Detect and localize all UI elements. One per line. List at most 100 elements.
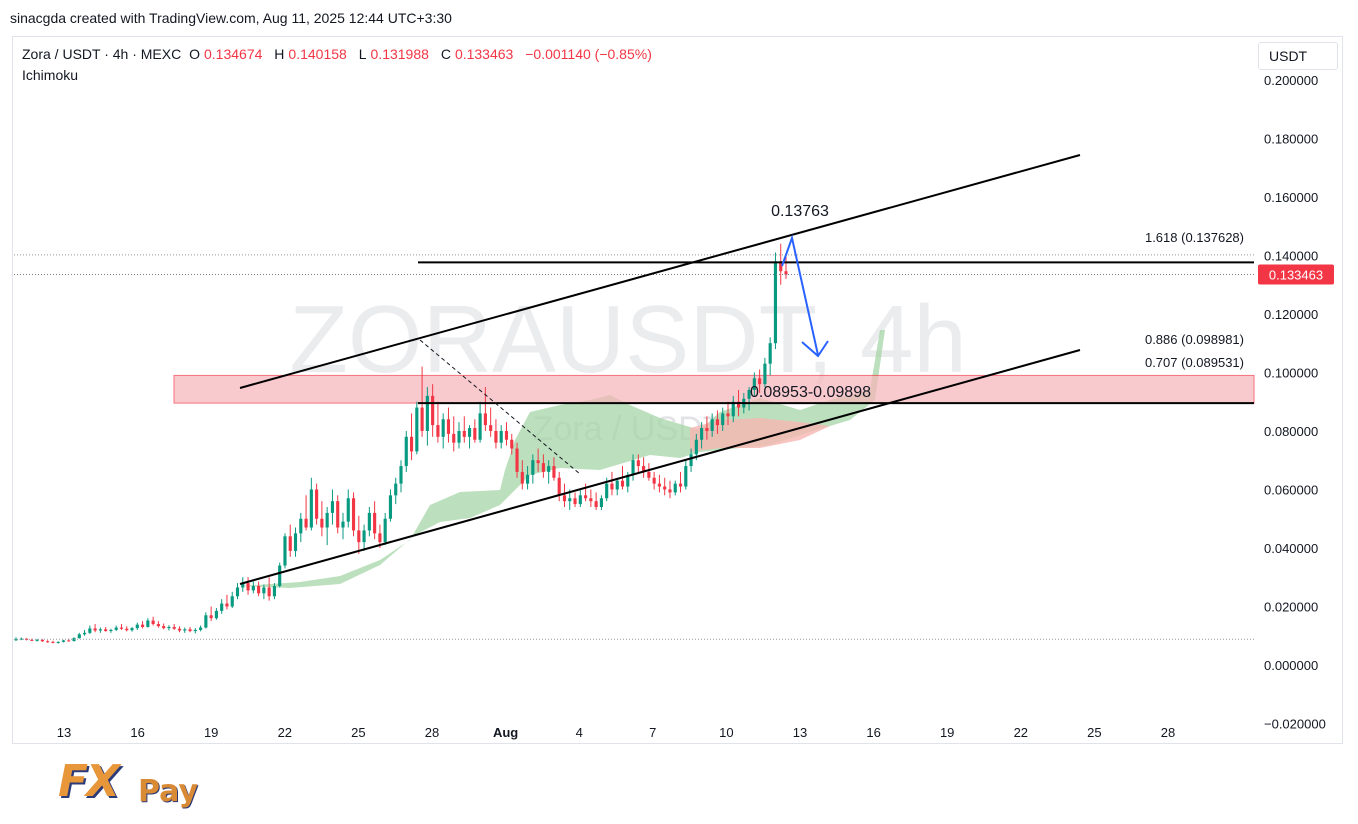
- candle-body: [241, 583, 245, 588]
- candle-body: [35, 639, 39, 641]
- chart-frame: [12, 36, 1343, 744]
- open-value: 0.134674: [204, 46, 263, 62]
- last-price-label: 0.133463: [1269, 268, 1323, 283]
- candle: [578, 489, 582, 508]
- candle-body: [747, 390, 751, 399]
- candle-body: [715, 419, 720, 426]
- last-price-tag: [1258, 264, 1334, 285]
- candle-body: [19, 638, 23, 640]
- candle: [188, 626, 192, 633]
- x-tick-label: 13: [793, 725, 807, 740]
- candle-body: [209, 615, 213, 619]
- candle-body: [336, 501, 340, 528]
- candle: [404, 430, 408, 472]
- peak-label: 0.13763: [771, 203, 829, 220]
- candle: [130, 626, 134, 632]
- candle-body: [325, 512, 329, 528]
- indicator-label[interactable]: Ichimoku: [22, 67, 79, 83]
- candle: [731, 395, 735, 423]
- candle-body: [610, 483, 614, 490]
- candle: [299, 512, 303, 543]
- y-tick-label: 0.120000: [1264, 307, 1318, 322]
- candle: [214, 607, 218, 620]
- candle: [409, 413, 414, 461]
- candle-body: [684, 466, 688, 487]
- candle-body: [188, 629, 192, 632]
- candle-body: [668, 489, 672, 493]
- x-tick-label: 4: [576, 725, 583, 740]
- candle: [779, 243, 783, 285]
- candle-body: [584, 495, 588, 499]
- y-tick-label: 0.180000: [1264, 131, 1318, 146]
- candle-body: [373, 512, 377, 534]
- candle-body: [214, 610, 218, 619]
- candle-body: [56, 641, 60, 643]
- candle: [172, 624, 176, 630]
- candle-body: [494, 430, 498, 443]
- candle: [267, 577, 271, 601]
- candle-body: [700, 428, 704, 440]
- candle-body: [394, 483, 398, 496]
- candle-body: [288, 536, 292, 551]
- candle-body: [568, 498, 572, 502]
- annotation-labels: 0.13763 0.08953-0.09898 1.618 (0.137628) 0.…: [750, 203, 1244, 401]
- candle-body: [341, 521, 345, 528]
- candle-body: [257, 586, 261, 594]
- candle-body: [40, 639, 44, 642]
- candle-body: [299, 518, 303, 534]
- x-tick-label: 13: [57, 725, 71, 740]
- candle-body: [589, 498, 593, 502]
- candle-body: [351, 498, 356, 531]
- candle-body: [446, 419, 451, 434]
- candle-body: [14, 639, 18, 641]
- candle: [441, 413, 445, 449]
- x-tick-label: 19: [204, 725, 218, 740]
- candle: [499, 425, 503, 449]
- candle: [462, 416, 466, 443]
- x-tick-label: 25: [351, 725, 365, 740]
- candle: [125, 626, 129, 632]
- candle-body: [246, 583, 250, 591]
- price-change: −0.001140 (−0.85%): [525, 46, 652, 62]
- candle-body: [114, 627, 118, 630]
- candle: [668, 480, 672, 499]
- candle: [56, 641, 60, 644]
- candle-body: [499, 430, 503, 443]
- candle-body: [320, 518, 324, 528]
- candle: [636, 454, 640, 472]
- candle-body: [61, 640, 66, 642]
- candle-body: [726, 413, 730, 417]
- x-tick-label: Aug: [493, 725, 518, 740]
- candle-body: [82, 632, 87, 635]
- candle: [752, 372, 756, 396]
- candle-body: [605, 483, 609, 499]
- candle: [705, 416, 709, 440]
- candle-body: [758, 378, 762, 385]
- candle: [594, 492, 598, 510]
- candle-body: [404, 436, 408, 467]
- symbol-name[interactable]: Zora / USDT · 4h · MEXC: [22, 46, 182, 62]
- candle-body: [204, 615, 208, 628]
- candle-body: [383, 518, 387, 543]
- candle: [61, 639, 66, 643]
- candle: [562, 483, 567, 508]
- candle: [657, 474, 661, 493]
- zone-rect: [173, 374, 1255, 404]
- candle: [768, 337, 772, 376]
- currency-button[interactable]: USDT: [1258, 42, 1338, 70]
- candle: [241, 577, 245, 592]
- candle-body: [409, 436, 414, 452]
- candle: [104, 626, 108, 632]
- candle: [383, 512, 387, 546]
- candle: [199, 625, 203, 632]
- candle: [351, 492, 356, 537]
- candle: [288, 524, 292, 557]
- channel-upper-line: [239, 154, 1081, 389]
- candle: [320, 501, 324, 537]
- candle-body: [784, 271, 788, 275]
- candle: [694, 433, 698, 461]
- candle: [357, 515, 361, 554]
- candle-body: [225, 603, 229, 607]
- candle-body: [88, 628, 92, 633]
